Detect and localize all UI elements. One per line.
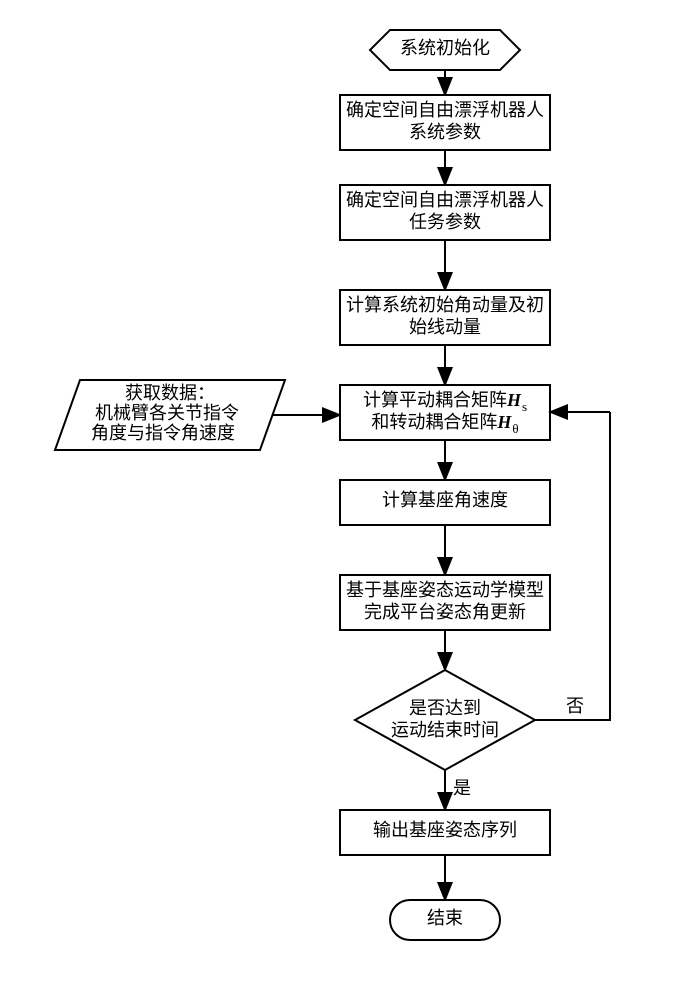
edge-no-part1 [535,412,610,720]
step2-line2: 任务参数 [409,212,481,232]
input-line3: 角度与指令角速度 [91,423,235,443]
step3-line2: 始线动量 [409,317,481,337]
input-line1: 获取数据： [125,383,215,403]
input-line2: 机械臂各关节指令 [95,403,239,423]
end-label: 结束 [427,908,463,928]
step7-line1: 输出基座姿态序列 [373,820,517,840]
step3-line1: 计算系统初始角动量及初 [346,295,544,315]
decision-line2: 运动结束时间 [391,720,499,740]
step6-line1: 基于基座姿态运动学模型 [346,580,544,600]
yes-label: 是 [453,778,471,798]
start-label: 系统初始化 [400,38,490,58]
step5-line1: 计算基座角速度 [382,490,508,510]
step2-line1: 确定空间自由漂浮机器人 [346,190,544,210]
step6-line2: 完成平台姿态角更新 [364,602,526,622]
no-label: 否 [566,696,584,716]
decision-line1: 是否达到 [409,698,481,718]
step1-line2: 系统参数 [409,122,481,142]
step1-line1: 确定空间自由漂浮机器人 [346,100,544,120]
